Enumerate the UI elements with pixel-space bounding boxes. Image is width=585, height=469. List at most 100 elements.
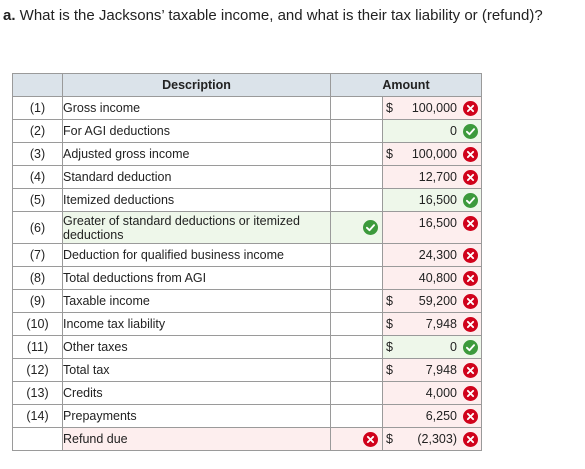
check-circle-icon (363, 220, 378, 235)
amount-value: 4,000 (425, 386, 457, 400)
amount-value: 6,250 (425, 409, 457, 423)
row-amount-field[interactable]: $59,200 (382, 289, 482, 313)
x-circle-icon (363, 431, 378, 447)
dollar-sign: $ (386, 294, 393, 308)
question-body: What is the Jacksons’ taxable income, an… (15, 7, 543, 24)
row-mark-cell (330, 312, 383, 336)
row-number: (13) (12, 381, 63, 405)
row-number: (9) (12, 289, 63, 313)
x-circle-icon (463, 216, 478, 231)
dollar-sign: $ (386, 363, 393, 377)
row-mark-cell (330, 165, 383, 189)
amount-value: 100,000 (411, 101, 457, 115)
row-description: Itemized deductions (62, 188, 331, 212)
question-label: a. (3, 7, 16, 24)
header-amount: Amount (330, 73, 482, 97)
amount-value: 12,700 (418, 170, 457, 184)
row-amount-field[interactable]: $100,000 (382, 96, 482, 120)
table-row: (10) Income tax liability $7,948 (12, 312, 482, 336)
amount-value: 0 (450, 124, 457, 138)
x-circle-icon (463, 363, 478, 378)
row-description: Adjusted gross income (62, 142, 331, 166)
table-row: (9) Taxable income $59,200 (12, 289, 482, 313)
row-description: Credits (62, 381, 331, 405)
table-row: (13) Credits 4,000 (12, 381, 482, 405)
row-mark-cell (330, 243, 383, 267)
row-mark-cell (330, 211, 383, 244)
x-circle-icon (463, 248, 478, 263)
table-row: (4) Standard deduction 12,700 (12, 165, 482, 189)
row-amount-field[interactable]: 4,000 (382, 381, 482, 405)
row-description: Deduction for qualified business income (62, 243, 331, 267)
row-mark-cell (330, 142, 383, 166)
row-number: (2) (12, 119, 63, 143)
row-number: (14) (12, 404, 63, 428)
x-circle-icon (463, 271, 478, 286)
amount-value: 24,300 (418, 248, 457, 262)
amount-value: 7,948 (425, 317, 457, 331)
dollar-sign: $ (386, 147, 393, 161)
row-number: (6) (12, 211, 63, 244)
row-amount-field[interactable]: 16,500 (382, 188, 482, 212)
header-row: Description Amount (12, 73, 482, 97)
check-circle-icon (463, 193, 478, 208)
row-description: Total tax (62, 358, 331, 382)
table-row: (8) Total deductions from AGI 40,800 (12, 266, 482, 290)
amount-value: 16,500 (418, 193, 457, 207)
amount-value: 100,000 (411, 147, 457, 161)
row-amount-field[interactable]: $7,948 (382, 312, 482, 336)
row-description: Total deductions from AGI (62, 266, 331, 290)
check-circle-icon (463, 124, 478, 139)
row-description: Income tax liability (62, 312, 331, 336)
dollar-sign: $ (386, 317, 393, 331)
amount-value: (2,303) (417, 432, 457, 446)
row-amount-field[interactable]: 12,700 (382, 165, 482, 189)
dollar-sign: $ (386, 432, 393, 446)
row-mark-cell (330, 381, 383, 405)
table-row: (14) Prepayments 6,250 (12, 404, 482, 428)
row-mark-cell (330, 335, 383, 359)
table-row: Refund due $ (2,303) (12, 427, 482, 451)
row-description: Standard deduction (62, 165, 331, 189)
row-amount-field[interactable]: 40,800 (382, 266, 482, 290)
header-description: Description (62, 73, 331, 97)
row-amount-field[interactable]: $0 (382, 335, 482, 359)
row-description: Gross income (62, 96, 331, 120)
row-number: (5) (12, 188, 63, 212)
row-description: Other taxes (62, 335, 331, 359)
amount-value: 59,200 (418, 294, 457, 308)
table-row: (12) Total tax $7,948 (12, 358, 482, 382)
table-row: (6) Greater of standard deductions or ite… (12, 211, 482, 244)
row-amount-field[interactable]: $7,948 (382, 358, 482, 382)
row-amount-field[interactable]: 16,500 (382, 211, 482, 244)
tax-table: Description Amount (1) Gross income $100,0… (12, 73, 482, 451)
row-mark-cell (330, 188, 383, 212)
row-description: Taxable income (62, 289, 331, 313)
x-circle-icon (463, 386, 478, 401)
row-mark-cell (330, 358, 383, 382)
row-description: Prepayments (62, 404, 331, 428)
table-body: (1) Gross income $100,000 (2) For AGI deduct… (12, 96, 482, 451)
row-amount-field[interactable]: 6,250 (382, 404, 482, 428)
header-number (12, 73, 63, 97)
row-mark-cell (330, 119, 383, 143)
row-amount-field[interactable]: $ (2,303) (382, 427, 482, 451)
row-number: (1) (12, 96, 63, 120)
table-row: (1) Gross income $100,000 (12, 96, 482, 120)
dollar-sign: $ (386, 101, 393, 115)
amount-value: 0 (450, 340, 457, 354)
row-number: (3) (12, 142, 63, 166)
row-amount-field[interactable]: 24,300 (382, 243, 482, 267)
row-amount-field[interactable]: 0 (382, 119, 482, 143)
row-amount-field[interactable]: $100,000 (382, 142, 482, 166)
question-text: a. What is the Jacksons’ taxable income,… (3, 6, 585, 26)
table-row: (11) Other taxes $0 (12, 335, 482, 359)
x-circle-icon (463, 432, 478, 447)
row-description: Refund due (62, 427, 331, 451)
table-row: (5) Itemized deductions 16,500 (12, 188, 482, 212)
row-number: (12) (12, 358, 63, 382)
amount-value: 7,948 (425, 363, 457, 377)
row-description: Greater of standard deductions or itemiz… (62, 211, 331, 244)
amount-value: 40,800 (418, 271, 457, 285)
table-row: (7) Deduction for qualified business inco… (12, 243, 482, 267)
